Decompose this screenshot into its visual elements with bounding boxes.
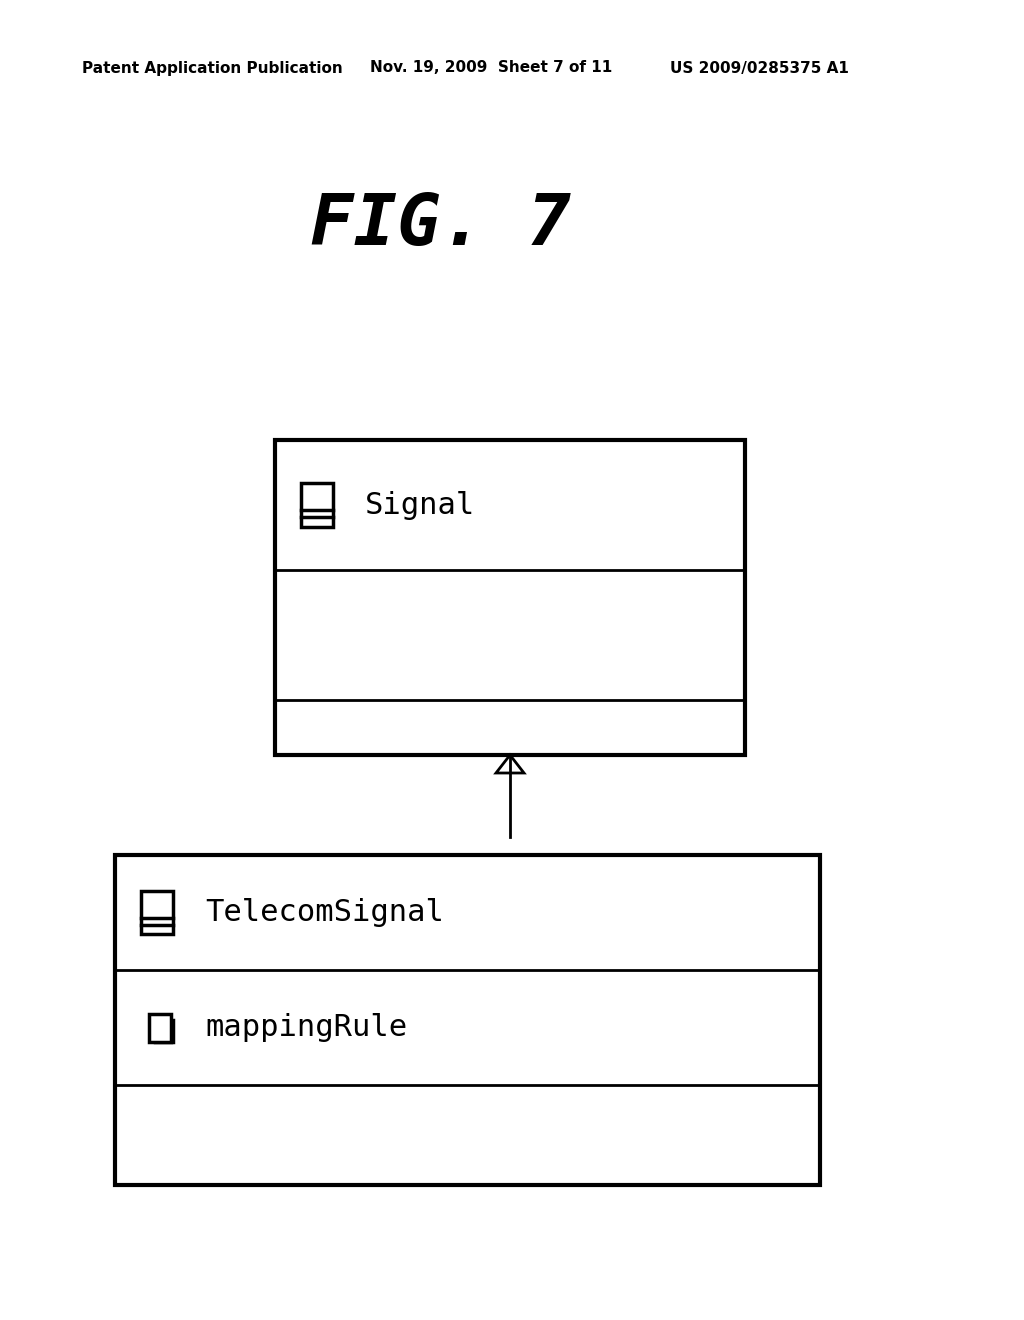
Text: Signal: Signal: [365, 491, 475, 520]
Text: TelecomSignal: TelecomSignal: [205, 898, 443, 927]
Text: Nov. 19, 2009  Sheet 7 of 11: Nov. 19, 2009 Sheet 7 of 11: [370, 61, 612, 75]
Text: FIG. 7: FIG. 7: [310, 190, 571, 260]
Polygon shape: [155, 1019, 173, 1041]
Text: Patent Application Publication: Patent Application Publication: [82, 61, 343, 75]
Polygon shape: [150, 1014, 171, 1041]
Text: US 2009/0285375 A1: US 2009/0285375 A1: [670, 61, 849, 75]
Text: mappingRule: mappingRule: [205, 1012, 408, 1041]
